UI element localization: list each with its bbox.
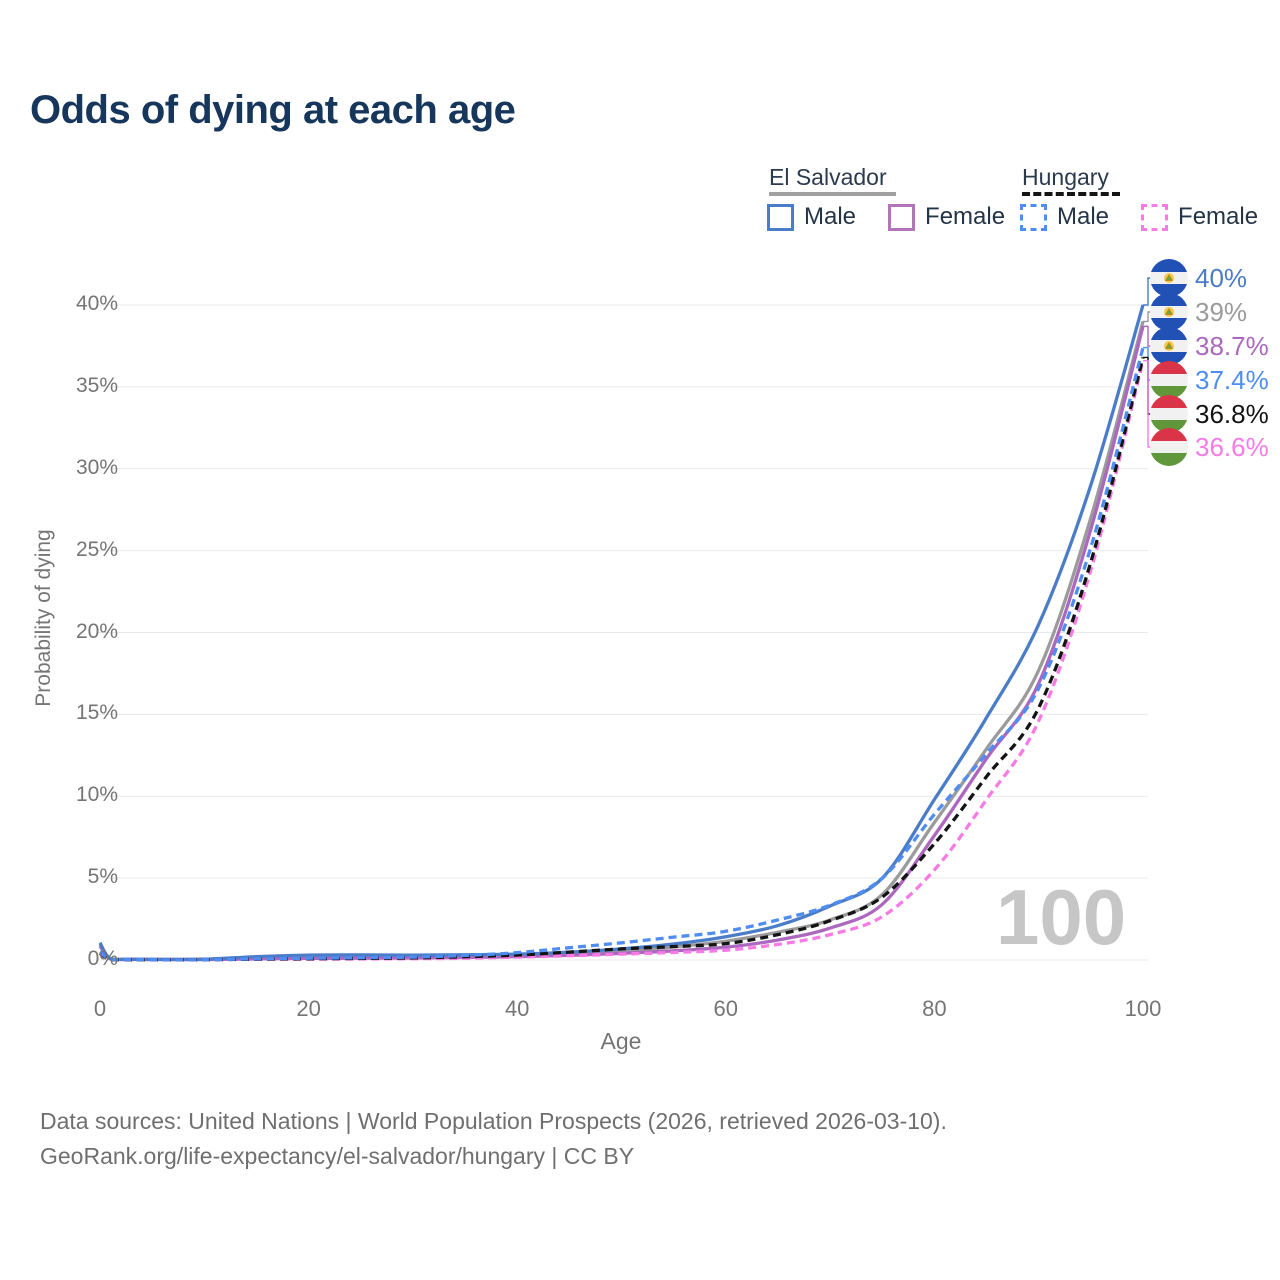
end-value: 36.8% [1195, 398, 1269, 429]
legend-swatch-el-salvador-male[interactable] [767, 203, 794, 231]
legend-items-el-salvador: Male Female [767, 203, 1005, 231]
hungary-flag-icon [1150, 428, 1188, 466]
el-salvador-flag-icon [1150, 293, 1188, 331]
legend-label-hungary-female[interactable]: Female [1178, 203, 1259, 230]
legend-label-hungary-male[interactable]: Male [1057, 203, 1110, 230]
x-tick: 20 [296, 996, 321, 1021]
y-tick: 15% [75, 701, 118, 725]
x-tick: 80 [922, 996, 947, 1021]
end-label-hungary-female: 36.6% [1150, 428, 1269, 466]
x-tick: 60 [713, 996, 739, 1021]
end-value: 38.7% [1195, 330, 1269, 361]
y-axis-title: Probability of dying [32, 529, 55, 707]
hungary-flag-icon [1150, 361, 1188, 399]
el-salvador-flag-icon [1150, 327, 1188, 365]
y-tick: 0% [87, 947, 118, 970]
y-tick: 10% [75, 783, 118, 807]
x-tick: 0 [93, 996, 107, 1021]
end-value: 37.4% [1195, 364, 1269, 395]
y-tick: 25% [75, 537, 118, 561]
legend-underline-el-salvador [769, 192, 896, 196]
end-label-el-salvador-both: 39% [1150, 293, 1247, 331]
y-tick: 30% [75, 455, 118, 479]
legend-label-el-salvador-male[interactable]: Male [804, 203, 857, 230]
legend-swatch-el-salvador-female[interactable] [888, 203, 916, 231]
legend-swatch-hungary-male[interactable] [1020, 203, 1047, 231]
end-label-hungary-both: 36.8% [1150, 395, 1269, 433]
legend-swatch-hungary-female[interactable] [1141, 203, 1169, 231]
y-tick: 40% [75, 292, 118, 315]
end-value: 39% [1195, 296, 1248, 327]
legend-underline-hungary [1022, 192, 1120, 196]
el-salvador-flag-icon [1150, 259, 1188, 297]
end-label-hungary-male: 37.4% [1150, 361, 1269, 399]
end-value: 40% [1195, 262, 1248, 293]
y-axis-tick-labels: 0% 5% 10% 15% 20% 25% 30% 35% 40% [8, 0, 118, 1280]
legend-group-el-salvador[interactable]: El Salvador [769, 164, 887, 190]
y-tick: 20% [75, 619, 118, 643]
page-title: Odds of dying at each age [30, 88, 516, 132]
x-axis-title: Age [600, 1028, 642, 1054]
end-label-el-salvador-female: 38.7% [1150, 327, 1269, 365]
x-tick: 100 [1124, 996, 1162, 1021]
y-tick: 5% [87, 865, 118, 889]
legend-items-hungary: Male Female [1020, 203, 1258, 231]
watermark-age-100: 100 [996, 873, 1127, 961]
attribution-line[interactable]: GeoRank.org/life-expectancy/el-salvador/… [40, 1143, 635, 1169]
end-value: 36.6% [1195, 431, 1269, 462]
y-tick: 35% [75, 373, 118, 397]
end-label-el-salvador-male: 40% [1150, 259, 1247, 297]
x-tick: 40 [504, 996, 530, 1021]
legend-group-hungary[interactable]: Hungary [1022, 164, 1109, 190]
data-sources-line: Data sources: United Nations | World Pop… [40, 1108, 947, 1134]
legend-label-el-salvador-female[interactable]: Female [925, 203, 1006, 230]
